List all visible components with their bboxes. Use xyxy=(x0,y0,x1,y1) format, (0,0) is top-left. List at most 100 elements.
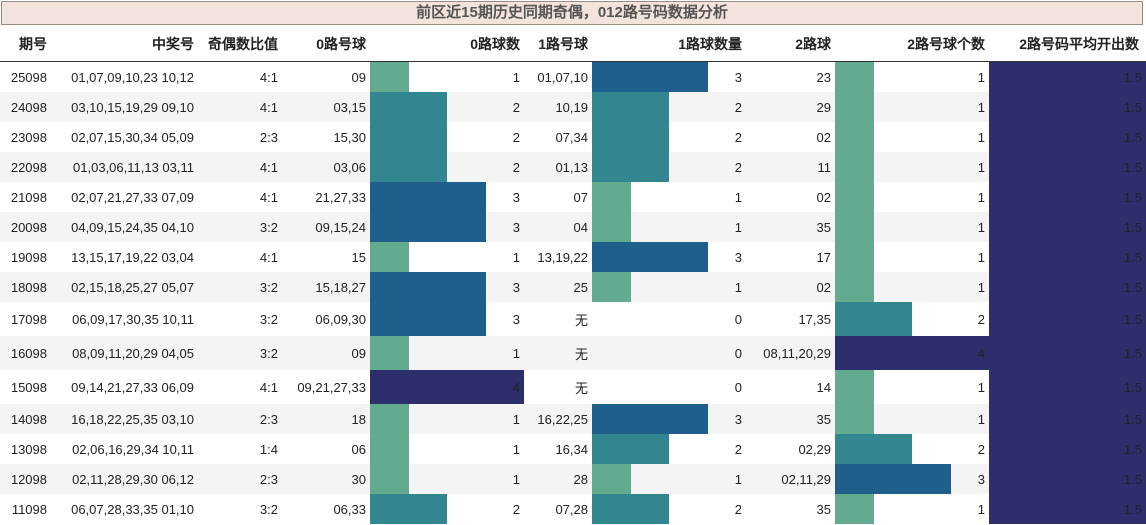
cell-route0-count: 1 xyxy=(512,249,520,265)
count-bar xyxy=(370,92,447,122)
count-bar xyxy=(592,62,708,92)
cell-route2-count: 1 xyxy=(977,411,985,427)
cell-route0-balls: 06,33 xyxy=(333,501,366,517)
table-row[interactable]: 16098 08,09,11,20,29 04,05 3:2 09 1 无 0 08,11,2… xyxy=(0,336,1146,370)
col-header-route2-avg[interactable]: 2路号码平均开出数 xyxy=(1019,36,1139,52)
count-bar xyxy=(835,302,912,336)
table-row[interactable]: 22098 01,03,06,11,13 03,11 4:1 03,06 2 01,13 2… xyxy=(0,152,1146,182)
count-bar xyxy=(835,464,951,494)
cell-route2-avg: 1.5 xyxy=(1123,219,1142,235)
table-row[interactable]: 15098 09,14,21,27,33 06,09 4:1 09,21,27,33 4… xyxy=(0,370,1146,404)
table-row[interactable]: 17098 06,09,17,30,35 10,11 3:2 06,09,30 3 无 0 1… xyxy=(0,302,1146,336)
cell-issue: 13098 xyxy=(10,441,47,457)
cell-route0-count: 1 xyxy=(512,471,520,487)
table-row[interactable]: 11098 06,07,28,33,35 01,10 3:2 06,33 2 07,28 2… xyxy=(0,494,1146,524)
cell-issue: 25098 xyxy=(10,69,47,85)
cell-ratio: 3:2 xyxy=(259,345,278,361)
cell-route1-count: 2 xyxy=(734,129,742,145)
cell-route1-count: 2 xyxy=(734,501,742,517)
cell-ratio: 1:4 xyxy=(259,441,278,457)
cell-issue: 23098 xyxy=(10,129,47,145)
table-row[interactable]: 18098 02,15,18,25,27 05,07 3:2 15,18,27 3 25 1… xyxy=(0,272,1146,302)
count-bar xyxy=(370,242,409,272)
cell-numbers: 09,14,21,27,33 06,09 xyxy=(71,379,194,395)
table-row[interactable]: 25098 01,07,09,10,23 10,12 4:1 09 1 01,07,10 3… xyxy=(0,62,1146,92)
table-row[interactable]: 21098 02,07,21,27,33 07,09 4:1 21,27,33 3 07 1… xyxy=(0,182,1146,212)
avg-bar xyxy=(989,182,1146,212)
cell-issue: 14098 xyxy=(10,411,47,427)
cell-route2-count: 4 xyxy=(977,345,985,361)
col-header-ratio[interactable]: 奇偶数比值 xyxy=(208,36,278,52)
col-header-route1-count[interactable]: 1路球数量 xyxy=(678,36,742,52)
count-bar xyxy=(370,404,409,434)
cell-route0-balls: 03,15 xyxy=(333,99,366,115)
cell-route1-count: 1 xyxy=(734,279,742,295)
table-row[interactable]: 13098 02,06,16,29,34 10,11 1:4 06 1 16,34 2 02,… xyxy=(0,434,1146,464)
cell-route2-count: 1 xyxy=(977,279,985,295)
cell-route2-avg: 1.5 xyxy=(1123,129,1142,145)
col-header-route0-count[interactable]: 0路球数 xyxy=(470,36,520,52)
table-row[interactable]: 12098 02,11,28,29,30 06,12 2:3 30 1 28 1 02,11,… xyxy=(0,464,1146,494)
cell-route1-balls: 07 xyxy=(573,189,588,205)
cell-route1-balls: 28 xyxy=(573,471,588,487)
cell-route1-balls: 13,19,22 xyxy=(537,249,588,265)
table-row[interactable]: 23098 02,07,15,30,34 05,09 2:3 15,30 2 07,34 2… xyxy=(0,122,1146,152)
col-header-route2-balls[interactable]: 2路球 xyxy=(795,36,831,52)
table-row[interactable]: 14098 16,18,22,25,35 03,10 2:3 18 1 16,22,25 3… xyxy=(0,404,1146,434)
cell-numbers: 01,03,06,11,13 03,11 xyxy=(73,159,194,175)
cell-route1-count: 1 xyxy=(734,471,742,487)
cell-route2-balls: 17,35 xyxy=(798,311,831,327)
cell-ratio: 4:1 xyxy=(259,379,278,395)
cell-route2-avg: 1.5 xyxy=(1123,501,1142,517)
col-header-numbers[interactable]: 中奖号 xyxy=(152,36,194,52)
avg-bar xyxy=(989,92,1146,122)
cell-numbers: 06,07,28,33,35 01,10 xyxy=(71,501,194,517)
table-row[interactable]: 24098 03,10,15,19,29 09,10 4:1 03,15 2 10,19 2… xyxy=(0,92,1146,122)
col-header-route2-count[interactable]: 2路号球个数 xyxy=(907,36,985,52)
cell-route1-balls: 01,07,10 xyxy=(537,69,588,85)
cell-route1-balls: 25 xyxy=(573,279,588,295)
cell-route1-balls: 07,34 xyxy=(555,129,588,145)
col-header-issue[interactable]: 期号 xyxy=(19,36,47,52)
cell-route0-balls: 15,30 xyxy=(333,129,366,145)
count-bar xyxy=(835,242,874,272)
header-row: 期号 中奖号 奇偶数比值 0路号球 0路球数 1路号球 1路球数量 2路球 2路… xyxy=(0,27,1146,62)
table-row[interactable]: 20098 04,09,15,24,35 04,10 3:2 09,15,24 3 04 1… xyxy=(0,212,1146,242)
cell-numbers: 02,06,16,29,34 10,11 xyxy=(72,441,194,457)
cell-route2-avg: 1.5 xyxy=(1123,379,1142,395)
count-bar xyxy=(592,404,708,434)
cell-route0-count: 1 xyxy=(512,345,520,361)
cell-route0-balls: 09 xyxy=(351,69,366,85)
cell-route0-balls: 06,09,30 xyxy=(315,311,366,327)
table-row[interactable]: 19098 13,15,17,19,22 03,04 4:1 15 1 13,19,22 3… xyxy=(0,242,1146,272)
cell-issue: 20098 xyxy=(10,219,47,235)
cell-route2-balls: 02,11,29 xyxy=(781,471,831,487)
cell-ratio: 4:1 xyxy=(259,69,278,85)
count-bar xyxy=(835,404,874,434)
cell-ratio: 4:1 xyxy=(259,249,278,265)
cell-route2-balls: 35 xyxy=(816,501,831,517)
avg-bar xyxy=(989,122,1146,152)
cell-ratio: 3:2 xyxy=(259,311,278,327)
avg-bar xyxy=(989,242,1146,272)
col-header-route1-balls[interactable]: 1路号球 xyxy=(538,36,588,52)
avg-bar xyxy=(989,152,1146,182)
cell-route0-balls: 18 xyxy=(351,411,366,427)
col-header-route0-balls[interactable]: 0路号球 xyxy=(316,36,366,52)
cell-route0-count: 1 xyxy=(512,69,520,85)
cell-route0-count: 2 xyxy=(512,99,520,115)
count-bar xyxy=(592,92,669,122)
count-bar xyxy=(592,212,631,242)
count-bar xyxy=(835,434,912,464)
count-bar xyxy=(835,62,874,92)
cell-ratio: 3:2 xyxy=(259,219,278,235)
avg-bar xyxy=(989,404,1146,434)
cell-route2-avg: 1.5 xyxy=(1123,189,1142,205)
cell-issue: 16098 xyxy=(10,345,47,361)
cell-route1-balls: 无 xyxy=(574,380,588,396)
cell-route2-count: 2 xyxy=(977,441,985,457)
cell-route0-count: 2 xyxy=(512,159,520,175)
cell-route1-count: 2 xyxy=(734,159,742,175)
cell-issue: 12098 xyxy=(10,471,47,487)
